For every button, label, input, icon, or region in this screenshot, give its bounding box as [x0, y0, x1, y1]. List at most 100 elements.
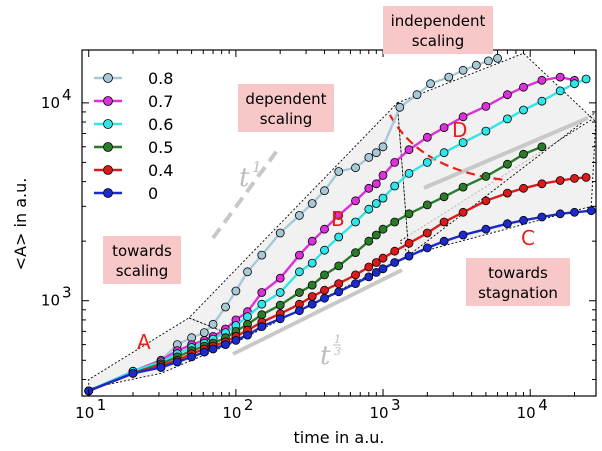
data-point	[307, 199, 317, 208]
data-point	[481, 126, 491, 136]
data-point	[275, 314, 285, 324]
data-point	[294, 288, 304, 297]
data-point	[199, 347, 209, 357]
data-point	[390, 217, 400, 227]
data-point	[390, 246, 400, 256]
data-point	[257, 299, 267, 309]
data-point	[307, 236, 317, 246]
data-point	[481, 196, 491, 206]
data-point	[208, 319, 218, 329]
data-point	[439, 217, 449, 227]
data-point	[537, 212, 547, 222]
data-point	[351, 163, 360, 173]
data-point	[581, 172, 591, 182]
data-point	[334, 279, 344, 289]
data-point	[187, 352, 197, 362]
legend-item: 0	[94, 184, 158, 203]
y-tick-exponent: 4	[62, 86, 72, 104]
region-label-d: D	[452, 118, 467, 142]
x-tick-exponent: 4	[538, 396, 548, 414]
data-point	[519, 183, 528, 193]
data-point	[458, 138, 468, 148]
data-point	[404, 238, 414, 248]
data-point	[307, 299, 317, 309]
data-point	[570, 173, 579, 183]
y-tick-exponent: 3	[62, 284, 72, 302]
data-point	[243, 330, 252, 340]
data-point	[390, 157, 400, 167]
data-point	[502, 90, 512, 100]
x-tick-exponent: 3	[391, 396, 401, 414]
region-d	[396, 52, 596, 256]
data-point	[275, 300, 285, 310]
data-point	[422, 228, 432, 238]
t1-guide-label: t 1	[239, 158, 262, 193]
data-point	[555, 209, 565, 219]
data-point	[390, 181, 400, 191]
legend-item: 0.6	[94, 115, 173, 134]
t13-guide-label: t 1 3	[320, 333, 341, 371]
data-point	[502, 219, 512, 229]
data-point	[378, 264, 388, 274]
data-point	[586, 206, 596, 216]
y-axis-label: <A> in a.u.	[11, 178, 30, 271]
svg-text:independent: independent	[391, 12, 486, 30]
legend-swatch-marker	[103, 165, 113, 175]
data-point	[378, 142, 388, 152]
data-point	[257, 310, 267, 320]
data-point	[334, 210, 344, 220]
data-point	[128, 368, 138, 378]
svg-text:t: t	[239, 163, 250, 193]
data-point	[390, 258, 400, 267]
data-point	[439, 148, 449, 158]
data-point	[555, 176, 565, 185]
data-point	[570, 207, 579, 217]
data-point	[351, 217, 360, 227]
data-point	[404, 209, 414, 219]
data-point	[231, 335, 241, 345]
legend-item: 0.5	[94, 138, 173, 157]
data-point	[404, 168, 414, 178]
data-point	[439, 123, 449, 132]
svg-text:1: 1	[334, 333, 341, 346]
annotation-independent-scaling: independent scaling	[383, 6, 493, 54]
legend-label: 0.5	[148, 138, 173, 157]
svg-text:3: 3	[334, 345, 341, 358]
data-point	[439, 192, 449, 202]
x-tick-exponent: 2	[244, 396, 254, 414]
data-point	[519, 215, 528, 225]
legend-item: 0.8	[94, 69, 173, 88]
svg-text:1: 1	[252, 158, 262, 176]
svg-text:towards: towards	[112, 242, 172, 260]
data-point	[404, 251, 414, 261]
legend-label: 0.7	[148, 92, 173, 111]
x-tick-label: 10	[369, 404, 388, 422]
data-point	[422, 132, 432, 142]
data-point	[371, 258, 381, 267]
data-point	[537, 96, 547, 106]
data-point	[378, 253, 388, 263]
data-point	[458, 65, 468, 75]
data-point	[275, 228, 285, 238]
legend-swatch-marker	[103, 142, 113, 152]
data-point	[378, 224, 388, 234]
data-point	[371, 148, 381, 158]
data-point	[294, 210, 304, 220]
data-point	[364, 236, 374, 246]
data-point	[395, 102, 405, 112]
x-tick-label: 10	[222, 404, 241, 422]
t1-guide-line	[211, 146, 281, 240]
data-point	[275, 288, 285, 297]
data-point	[458, 207, 468, 217]
data-point	[334, 167, 344, 176]
data-point	[371, 230, 381, 240]
data-point	[502, 188, 512, 198]
data-point	[294, 250, 304, 260]
d-guide-line	[423, 116, 589, 190]
data-point	[422, 200, 432, 210]
data-point	[444, 72, 454, 82]
data-point	[243, 312, 252, 322]
data-point	[483, 56, 493, 66]
data-point	[257, 322, 267, 332]
